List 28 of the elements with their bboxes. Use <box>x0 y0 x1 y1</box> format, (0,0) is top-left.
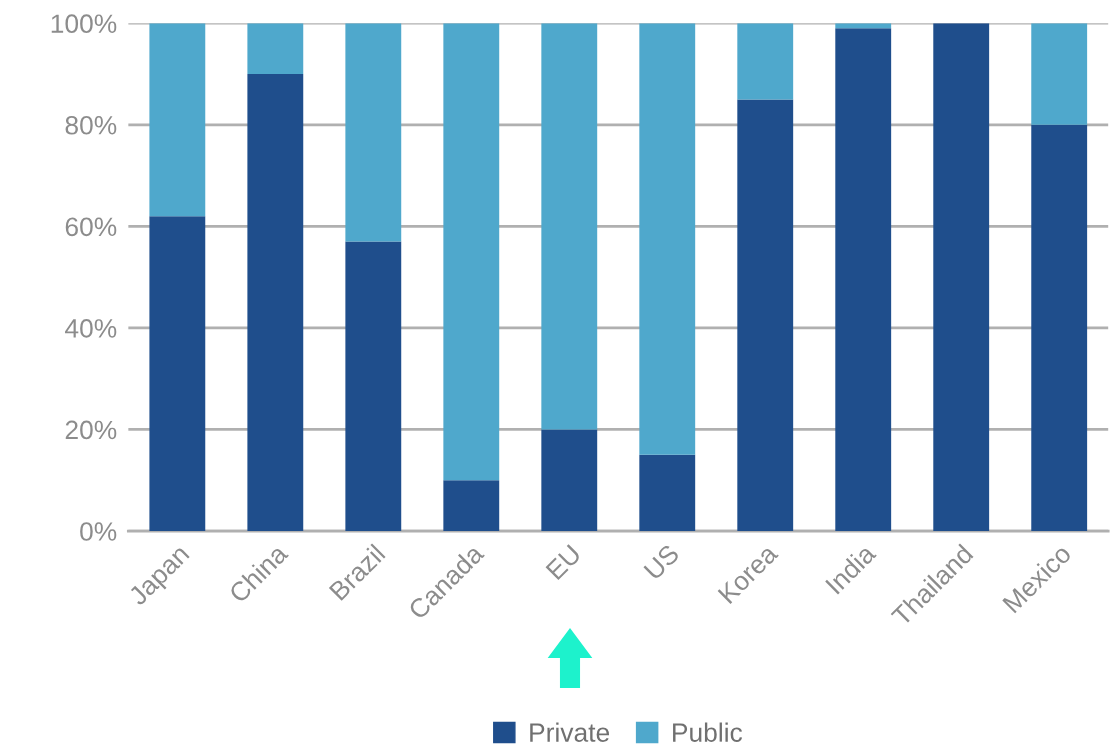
bar <box>149 216 206 532</box>
bar <box>443 23 500 481</box>
y-tick-label: 40% <box>65 319 117 338</box>
bar <box>933 23 990 532</box>
bar <box>737 99 794 532</box>
bar <box>345 241 402 532</box>
legend-label: Private <box>530 722 610 742</box>
bar <box>639 23 696 455</box>
y-tick-label: 60% <box>65 217 117 237</box>
legend-label: Public <box>673 722 743 742</box>
bar <box>345 23 402 242</box>
bar <box>737 23 794 100</box>
bar <box>639 454 696 532</box>
bar <box>541 23 598 430</box>
bar <box>835 28 892 532</box>
y-tick-label: 20% <box>65 420 117 440</box>
bar <box>443 480 500 532</box>
bar <box>247 23 304 74</box>
bar <box>1031 124 1088 532</box>
bar <box>149 23 206 217</box>
y-tick-label: 0% <box>80 522 117 541</box>
bar <box>247 74 304 532</box>
bar <box>1031 23 1088 125</box>
bar <box>541 429 598 532</box>
y-tick-label: 100% <box>51 14 117 34</box>
y-tick-label: 80% <box>65 115 117 135</box>
x-tick-label: US <box>643 543 681 581</box>
x-tick-label: EU <box>545 544 582 581</box>
